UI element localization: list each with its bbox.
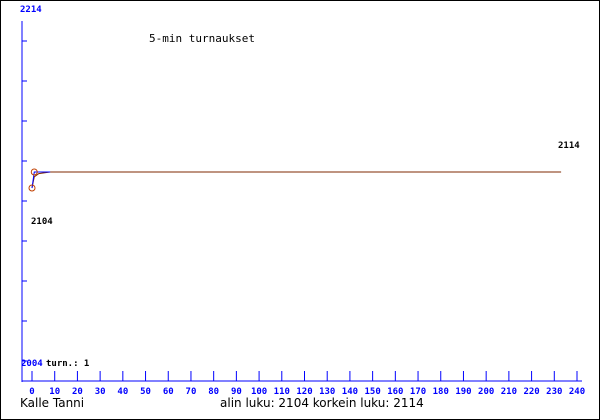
x-tick-label: 150 [364, 387, 380, 397]
x-tick-label: 10 [49, 387, 60, 397]
chart-title: 5-min turnaukset [149, 32, 255, 45]
x-tick-label: 80 [208, 387, 219, 397]
y-top-label: 2214 [20, 5, 42, 15]
x-tick-label: 120 [296, 387, 312, 397]
x-tick-label: 140 [342, 387, 358, 397]
x-tick-label: 190 [455, 387, 471, 397]
max-value-label: 2114 [558, 141, 580, 151]
x-tick-label: 50 [140, 387, 151, 397]
x-tick-label: 30 [95, 387, 106, 397]
x-tick-label: 230 [546, 387, 562, 397]
x-tick-label: 160 [387, 387, 403, 397]
x-tick-label: 100 [251, 387, 267, 397]
y-bottom-label: 2004 [21, 359, 43, 369]
x-tick-label: 240 [569, 387, 585, 397]
turn-count-label: turn.: 1 [46, 359, 90, 369]
series-line-1 [31, 171, 51, 189]
x-tick-label: 210 [501, 387, 517, 397]
x-tick-label: 170 [410, 387, 426, 397]
x-tick-label: 40 [117, 387, 128, 397]
data-point-marker [28, 184, 36, 192]
x-tick-label: 0 [29, 387, 34, 397]
player-name: Kalle Tanni [20, 396, 85, 410]
x-tick-label: 220 [523, 387, 539, 397]
stats-text: alin luku: 2104 korkein luku: 2114 [220, 396, 424, 410]
x-tick-label: 130 [319, 387, 335, 397]
x-tick-label: 70 [186, 387, 197, 397]
x-tick-label: 200 [478, 387, 494, 397]
x-tick-label: 20 [72, 387, 83, 397]
data-point-marker [30, 168, 38, 176]
min-value-label: 2104 [31, 217, 53, 227]
x-tick-label: 180 [433, 387, 449, 397]
x-tick-label: 110 [274, 387, 290, 397]
series-line-0 [31, 171, 562, 189]
x-tick-label: 60 [163, 387, 174, 397]
x-tick-label: 90 [231, 387, 242, 397]
